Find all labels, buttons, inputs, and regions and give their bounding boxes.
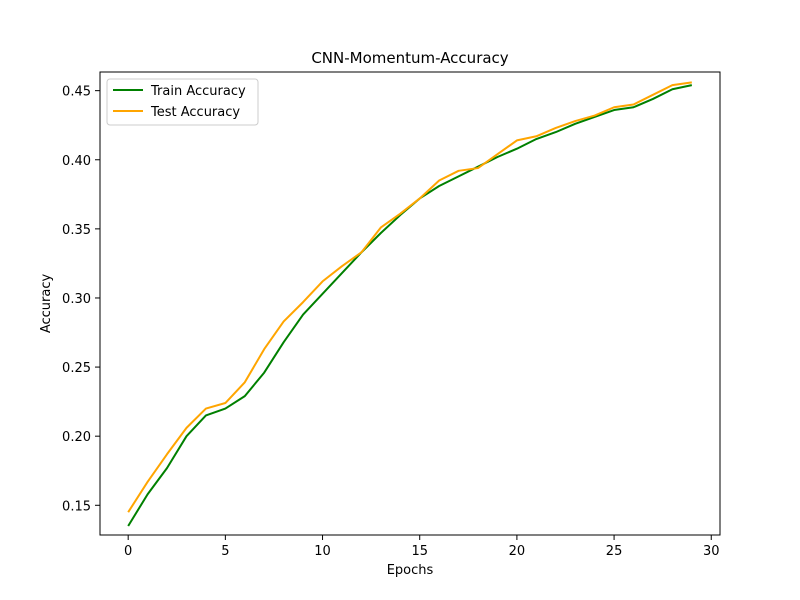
y-tick-label: 0.30 <box>62 292 91 307</box>
y-axis-label: Accuracy <box>39 274 54 334</box>
legend-label-train: Train Accuracy <box>150 84 246 99</box>
legend-label-test: Test Accuracy <box>150 105 240 120</box>
x-tick-label: 15 <box>411 544 428 559</box>
x-tick-label: 20 <box>509 544 526 559</box>
y-tick-label: 0.40 <box>62 154 91 169</box>
axis-ticks: 0 5 10 15 20 25 30 0.15 0.20 0.25 0.30 0.35 0.40 0.45 <box>62 85 719 559</box>
x-axis-label: Epochs <box>387 563 434 578</box>
y-tick-label: 0.25 <box>62 361 91 376</box>
x-tick-label: 25 <box>606 544 623 559</box>
test-accuracy-line <box>127 81 692 513</box>
legend-box <box>106 78 259 126</box>
legend: Train Accuracy Test Accuracy <box>106 78 259 126</box>
y-tick-label: 0.35 <box>62 223 91 238</box>
chart-title: CNN-Momentum-Accuracy <box>311 49 508 67</box>
x-tick-label: 5 <box>221 544 229 559</box>
x-tick-label: 0 <box>124 544 132 559</box>
series-lines <box>127 81 693 527</box>
x-tick-label: 10 <box>314 544 331 559</box>
y-tick-label: 0.20 <box>62 430 91 445</box>
x-tick-label: 30 <box>703 544 720 559</box>
plot-frame <box>99 71 721 536</box>
y-tick-label: 0.15 <box>62 499 91 514</box>
y-tick-label: 0.45 <box>62 85 91 100</box>
